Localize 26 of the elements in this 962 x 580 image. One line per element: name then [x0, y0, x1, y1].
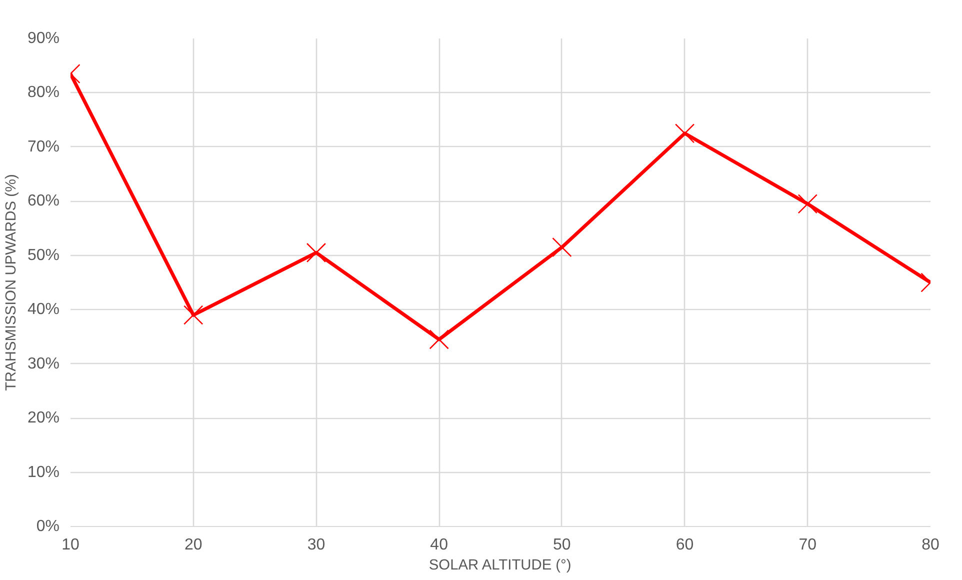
point — [429, 330, 449, 350]
y-tick-label: 20% — [27, 410, 60, 427]
x-tick-label: 80 — [922, 536, 940, 554]
x-tick-label: 40 — [430, 536, 448, 554]
y-tick-label: 80% — [27, 84, 60, 102]
x-tick-label: 50 — [553, 536, 571, 554]
x-axis-title: SOLAR ALTITUDE (°) — [428, 558, 572, 574]
x-tick-label: 60 — [676, 536, 694, 554]
y-axis-title: TRAHSMISSION UPWARDS (%) — [3, 174, 20, 391]
point — [184, 305, 204, 325]
y-tick-label: 40% — [27, 301, 60, 318]
point — [674, 124, 695, 144]
y-tick-label: 60% — [27, 192, 60, 210]
y-tick-label: 0% — [36, 518, 60, 535]
point — [306, 242, 326, 263]
x-tick-label: 70 — [798, 536, 817, 554]
y-tick-label: 50% — [27, 246, 60, 264]
point — [798, 194, 818, 214]
x-tick-label: 20 — [184, 536, 202, 554]
y-tick-label: 70% — [27, 138, 60, 156]
y-tick-label: 10% — [27, 464, 60, 481]
y-tick-label: 30% — [27, 355, 60, 372]
point — [552, 237, 572, 258]
x-tick-label: 30 — [307, 536, 326, 554]
y-tick-label: 90% — [27, 30, 60, 47]
x-tick-label: 10 — [62, 536, 80, 554]
